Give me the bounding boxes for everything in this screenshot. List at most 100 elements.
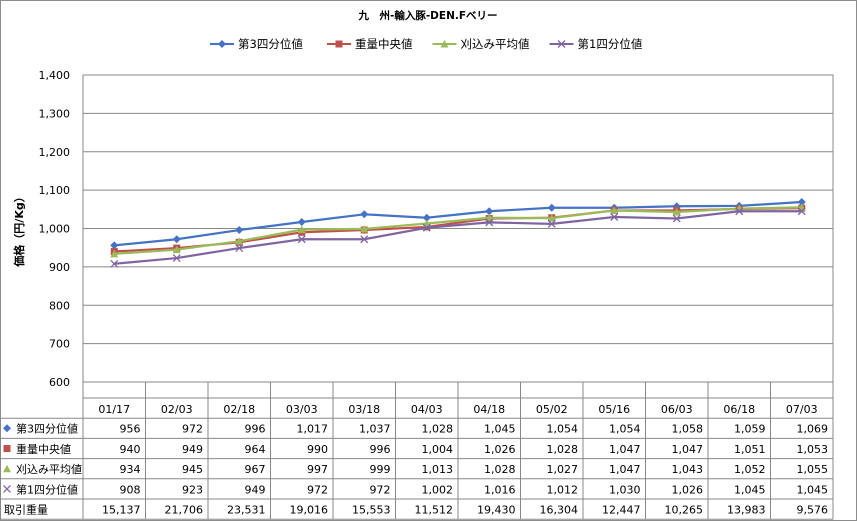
- data-point: [547, 219, 556, 228]
- y-tick-label: 700: [49, 338, 70, 351]
- data-point: [172, 254, 181, 263]
- data-label: 9,576: [797, 504, 829, 517]
- data-label: 1,043: [672, 463, 704, 476]
- table-legend-marker-3: [3, 484, 11, 493]
- x-tick-label: 03/18: [348, 403, 380, 416]
- data-label: 1,045: [484, 423, 516, 436]
- data-point: [610, 213, 619, 221]
- table-legend-marker-0: [3, 424, 11, 433]
- data-point: [235, 237, 244, 245]
- table-row-label-0: 第3四分位値: [16, 422, 78, 436]
- data-point: [672, 214, 681, 223]
- x-tick-label: 07/03: [786, 403, 818, 416]
- data-label: 990: [307, 443, 328, 456]
- data-label: 949: [245, 483, 266, 496]
- y-tick-label: 1,400: [39, 69, 71, 82]
- data-label: 1,051: [734, 443, 766, 456]
- data-label: 945: [182, 463, 203, 476]
- data-label: 15,553: [352, 504, 391, 517]
- data-label: 1,017: [297, 423, 329, 436]
- data-label: 1,027: [547, 463, 579, 476]
- x-tick-label: 02/03: [161, 403, 193, 416]
- data-label: 12,447: [602, 504, 641, 517]
- x-tick-label: 05/02: [536, 403, 568, 416]
- data-point: [547, 214, 556, 222]
- x-tick-label: 06/03: [661, 403, 693, 416]
- y-tick-label: 900: [49, 261, 70, 274]
- x-tick-label: 05/16: [598, 403, 630, 416]
- data-point: [485, 207, 494, 216]
- data-label: 19,430: [477, 504, 516, 517]
- legend-marker-1: [335, 40, 343, 48]
- data-label: 1,045: [734, 483, 766, 496]
- table-row-label-1: 重量中央値: [16, 442, 71, 456]
- data-label: 16,304: [540, 504, 579, 517]
- data-point: [360, 210, 369, 219]
- data-label: 923: [182, 483, 203, 496]
- x-tick-label: 04/18: [473, 403, 505, 416]
- table-row-label-2: 刈込み平均値: [16, 463, 82, 476]
- data-label: 972: [182, 423, 203, 436]
- data-label: 1,013: [422, 463, 454, 476]
- data-label: 1,026: [484, 443, 516, 456]
- data-label: 908: [120, 483, 141, 496]
- data-label: 1,037: [359, 423, 391, 436]
- data-label: 997: [307, 463, 328, 476]
- legend-marker-0: [218, 40, 226, 48]
- data-label: 967: [245, 463, 266, 476]
- data-label: 1,055: [797, 463, 829, 476]
- x-tick-label: 02/18: [223, 403, 255, 416]
- data-label: 949: [182, 443, 203, 456]
- data-label: 940: [120, 443, 141, 456]
- data-point: [297, 225, 306, 234]
- y-tick-label: 1,000: [39, 223, 71, 236]
- data-point: [360, 224, 369, 233]
- table-row-label-3: 第1四分位値: [16, 482, 78, 496]
- data-label: 10,265: [665, 504, 704, 517]
- series-line-0: [114, 200, 802, 247]
- table-legend-marker-2: [3, 464, 11, 473]
- data-label: 23,531: [227, 504, 266, 517]
- data-label: 1,026: [672, 483, 704, 496]
- data-point: [797, 198, 806, 207]
- data-label: 1,016: [484, 483, 516, 496]
- data-label: 1,004: [422, 443, 454, 456]
- x-tick-label: 04/03: [411, 403, 443, 416]
- data-point: [735, 207, 744, 216]
- data-label: 972: [307, 483, 328, 496]
- data-point: [672, 207, 681, 216]
- y-tick-label: 1,300: [39, 107, 71, 120]
- data-label: 21,706: [165, 504, 204, 517]
- y-tick-label: 800: [49, 299, 70, 312]
- legend-label-2: 刈込み平均値: [461, 37, 530, 51]
- series-line-2: [114, 206, 802, 255]
- y-tick-label: 600: [49, 376, 70, 389]
- chart-title: 九 州-輸入豚-DEN.Fベリー: [357, 9, 497, 22]
- data-point: [422, 213, 431, 222]
- data-point: [797, 207, 806, 216]
- y-tick-label: 1,100: [39, 184, 71, 197]
- data-label: 1,053: [797, 443, 829, 456]
- data-label: 1,028: [422, 423, 454, 436]
- data-point: [172, 245, 181, 254]
- data-label: 1,058: [672, 423, 704, 436]
- data-label: 1,069: [797, 423, 829, 436]
- data-label: 1,054: [547, 423, 579, 436]
- data-label: 1,030: [609, 483, 641, 496]
- data-label: 15,137: [102, 504, 141, 517]
- data-label: 1,012: [547, 483, 579, 496]
- data-point: [360, 235, 369, 244]
- data-point: [235, 226, 244, 235]
- legend-marker-2: [440, 40, 449, 48]
- data-point: [547, 203, 556, 212]
- data-label: 11,512: [415, 504, 454, 517]
- data-point: [297, 235, 306, 244]
- x-tick-label: 06/18: [723, 403, 755, 416]
- data-point: [485, 213, 494, 222]
- data-label: 934: [120, 463, 141, 476]
- data-label: 996: [370, 443, 391, 456]
- data-label: 964: [245, 443, 266, 456]
- data-label: 1,047: [609, 443, 641, 456]
- data-point: [235, 244, 244, 253]
